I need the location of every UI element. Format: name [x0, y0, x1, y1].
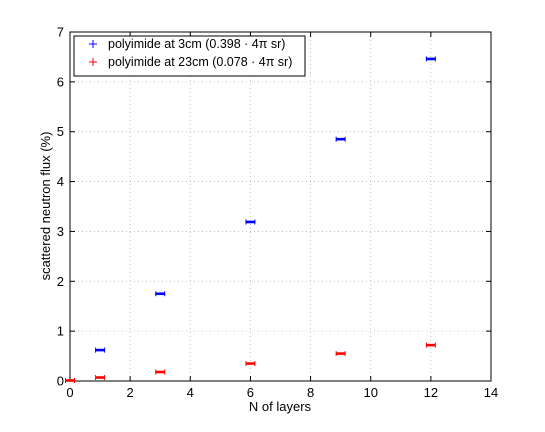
data-point-s2-4 [335, 351, 346, 357]
y-axis-label: scattered neutron flux (%) [38, 132, 53, 281]
x-tick-label: 12 [424, 385, 438, 400]
grid [70, 32, 491, 381]
data-point-s1-0 [95, 347, 106, 353]
legend-label: polyimide at 23cm (0.078 · 4π sr) [108, 55, 292, 69]
x-tick-label: 14 [484, 385, 498, 400]
legend-box [73, 35, 306, 77]
y-tick-label: 0 [57, 374, 64, 389]
legend: polyimide at 3cm (0.398 · 4π sr) polyimid… [73, 35, 306, 77]
data-point-s1-1 [155, 291, 166, 297]
x-tick-label: 0 [66, 385, 73, 400]
data-point-s2-3 [245, 361, 256, 367]
x-tick-label: 8 [307, 385, 314, 400]
legend-entry-2: polyimide at 23cm (0.078 · 4π sr) [89, 55, 292, 69]
data-point-s1-3 [335, 136, 346, 142]
data-point-s2-5 [425, 342, 436, 348]
y-tick-label: 7 [57, 25, 64, 40]
data-point-s1-4 [425, 56, 436, 62]
x-tick-label: 4 [187, 385, 194, 400]
y-tick-label: 2 [57, 274, 64, 289]
legend-label: polyimide at 3cm (0.398 · 4π sr) [108, 37, 285, 51]
x-tick-label: 2 [127, 385, 134, 400]
y-tick-label: 6 [57, 74, 64, 89]
legend-entry-1: polyimide at 3cm (0.398 · 4π sr) [89, 37, 285, 51]
x-tick-label: 6 [247, 385, 254, 400]
data-point-s2-1 [95, 375, 106, 381]
plot-frame [69, 31, 492, 382]
data-points [65, 56, 436, 384]
y-tick-label: 4 [57, 174, 64, 189]
data-point-s1-2 [245, 219, 256, 225]
data-point-s2-2 [155, 369, 166, 375]
y-tick-label: 3 [57, 224, 64, 239]
y-tick-label: 1 [57, 324, 64, 339]
x-axis-label: N of layers [249, 399, 312, 414]
y-tick-label: 5 [57, 124, 64, 139]
data-point-s2-0 [65, 378, 75, 384]
x-tick-label: 10 [363, 385, 377, 400]
